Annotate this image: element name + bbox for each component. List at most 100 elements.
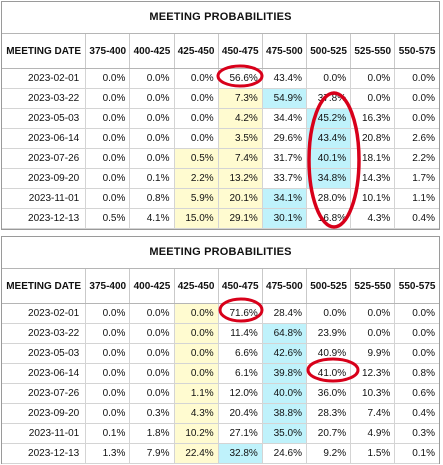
col-header[interactable]: 525-550: [350, 269, 396, 304]
probability-cell: 0.0%: [129, 383, 175, 404]
probability-cell: 9.9%: [350, 343, 396, 364]
probability-cell: 0.0%: [85, 108, 131, 129]
probability-cell: 4.1%: [129, 208, 175, 229]
col-header-meeting-date[interactable]: MEETING DATE: [2, 34, 87, 69]
probability-cell: 0.0%: [394, 68, 439, 89]
col-header[interactable]: 450-475: [218, 269, 263, 304]
probability-cell: 12.3%: [350, 363, 396, 384]
meeting-date-cell: 2023-11-01: [2, 188, 87, 209]
col-header[interactable]: 475-500: [262, 34, 307, 69]
probability-cell: 20.8%: [350, 128, 396, 149]
panel-title: MEETING PROBABILITIES: [2, 2, 439, 34]
col-header[interactable]: 425-450: [174, 34, 219, 69]
probability-cell: 0.0%: [85, 128, 131, 149]
probability-cell: 0.0%: [129, 148, 175, 169]
probability-cell: 28.0%: [306, 188, 352, 209]
probability-cell: 0.8%: [129, 188, 175, 209]
probability-cell: 16.3%: [350, 108, 396, 129]
col-header[interactable]: 400-425: [129, 269, 175, 304]
probability-cell: 0.0%: [85, 88, 131, 109]
panel-title: MEETING PROBABILITIES: [2, 237, 439, 269]
probability-cell: 45.2%: [306, 108, 352, 129]
probability-cell: 4.2%: [218, 108, 263, 129]
probability-cell: 4.3%: [350, 208, 396, 229]
probability-cell: 0.0%: [174, 323, 219, 344]
probability-cell: 0.0%: [306, 68, 352, 89]
probability-cell: 0.0%: [350, 88, 396, 109]
probability-cell: 0.0%: [129, 88, 175, 109]
meeting-date-cell: 2023-02-01: [2, 303, 87, 324]
probability-cell: 32.8%: [218, 443, 263, 464]
probability-cell: 0.0%: [129, 363, 175, 384]
probability-cell: 43.4%: [262, 68, 307, 89]
probability-cell: 0.4%: [394, 208, 439, 229]
probability-cell: 40.9%: [306, 343, 352, 364]
col-header[interactable]: 525-550: [350, 34, 396, 69]
probability-cell: 10.2%: [174, 423, 219, 444]
probability-cell: 35.0%: [262, 423, 307, 444]
table-row: 2023-12-13 1.3% 7.9% 22.4% 32.8% 24.6% 9.2% 1.5…: [2, 443, 439, 464]
col-header[interactable]: 550-575: [394, 34, 439, 69]
probability-cell: 0.1%: [129, 168, 175, 189]
probability-panel-2: MEETING PROBABILITIES MEETING DATE 375-4…: [1, 236, 440, 464]
probability-cell: 2.2%: [174, 168, 219, 189]
probability-cell: 0.0%: [394, 323, 439, 344]
probability-cell: 34.4%: [262, 108, 307, 129]
meeting-date-cell: 2023-02-01: [2, 68, 87, 89]
probability-panel-1: MEETING PROBABILITIES MEETING DATE 375-4…: [1, 1, 440, 230]
table-row: 2023-09-20 0.0% 0.3% 4.3% 20.4% 38.8% 28.3% 7.4…: [2, 403, 439, 424]
probability-cell: 0.0%: [129, 108, 175, 129]
probability-cell: 0.0%: [394, 343, 439, 364]
header-row: MEETING DATE 375-400 400-425 425-450 450…: [2, 269, 439, 304]
probability-cell: 0.0%: [85, 188, 131, 209]
probability-table: MEETING DATE 375-400 400-425 425-450 450…: [2, 34, 439, 229]
probability-cell: 0.0%: [394, 88, 439, 109]
probability-cell: 0.0%: [129, 343, 175, 364]
col-header[interactable]: 375-400: [85, 34, 131, 69]
probability-cell: 4.3%: [174, 403, 219, 424]
probability-cell: 16.8%: [306, 208, 352, 229]
probability-cell: 1.3%: [85, 443, 131, 464]
meeting-date-cell: 2023-11-01: [2, 423, 87, 444]
probability-cell: 43.4%: [306, 128, 352, 149]
probability-cell: 0.0%: [85, 323, 131, 344]
probability-cell: 9.2%: [306, 443, 352, 464]
probability-cell: 36.0%: [306, 383, 352, 404]
col-header[interactable]: 425-450: [174, 269, 219, 304]
probability-cell: 33.7%: [262, 168, 307, 189]
meeting-date-cell: 2023-12-13: [2, 443, 87, 464]
probability-cell: 0.5%: [174, 148, 219, 169]
col-header[interactable]: 375-400: [85, 269, 131, 304]
col-header[interactable]: 500-525: [306, 269, 352, 304]
probability-cell: 0.0%: [129, 303, 175, 324]
probability-cell: 34.8%: [306, 168, 352, 189]
probability-cell: 2.2%: [394, 148, 439, 169]
col-header[interactable]: 550-575: [394, 269, 439, 304]
probability-cell: 1.1%: [394, 188, 439, 209]
probability-cell: 0.0%: [174, 128, 219, 149]
probability-cell: 0.0%: [129, 128, 175, 149]
probability-cell: 37.8%: [306, 88, 352, 109]
probability-cell: 0.0%: [85, 303, 131, 324]
col-header[interactable]: 400-425: [129, 34, 175, 69]
col-header[interactable]: 450-475: [218, 34, 263, 69]
probability-cell: 0.0%: [174, 363, 219, 384]
table-row: 2023-06-14 0.0% 0.0% 0.0% 3.5% 29.6% 43.4% 20.8…: [2, 128, 439, 149]
probability-cell: 7.9%: [129, 443, 175, 464]
probability-cell: 0.0%: [394, 303, 439, 324]
meeting-date-cell: 2023-05-03: [2, 108, 87, 129]
probability-cell: 18.1%: [350, 148, 396, 169]
probability-cell: 31.7%: [262, 148, 307, 169]
table-row: 2023-05-03 0.0% 0.0% 0.0% 4.2% 34.4% 45.2% 16.3…: [2, 108, 439, 129]
col-header-meeting-date[interactable]: MEETING DATE: [2, 269, 87, 304]
probability-cell: 0.0%: [174, 343, 219, 364]
probability-cell: 0.0%: [174, 68, 219, 89]
probability-cell: 0.3%: [129, 403, 175, 424]
probability-cell: 14.3%: [350, 168, 396, 189]
probability-cell: 13.2%: [218, 168, 263, 189]
probability-cell: 30.1%: [262, 208, 307, 229]
col-header[interactable]: 475-500: [262, 269, 307, 304]
probability-cell: 0.4%: [394, 403, 439, 424]
col-header[interactable]: 500-525: [306, 34, 352, 69]
table-row: 2023-02-01 0.0% 0.0% 0.0% 71.6% 28.4% 0.0% 0.0%…: [2, 303, 439, 324]
